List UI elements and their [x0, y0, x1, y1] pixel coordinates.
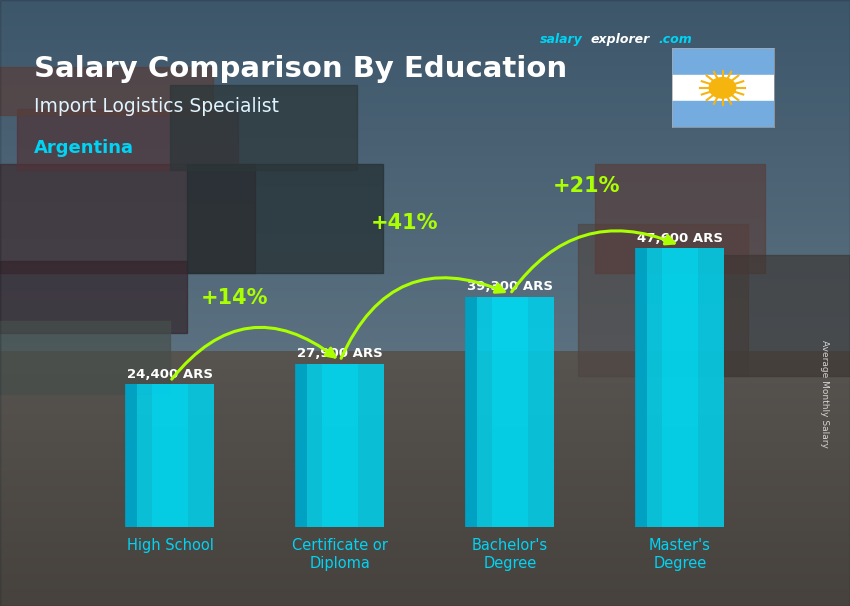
Bar — [0, 164, 255, 273]
Bar — [322, 364, 358, 527]
Text: Argentina: Argentina — [34, 139, 134, 158]
Bar — [662, 248, 698, 527]
Text: 47,600 ARS: 47,600 ARS — [637, 232, 723, 245]
Bar — [722, 255, 850, 376]
Bar — [466, 297, 554, 527]
Text: explorer: explorer — [591, 33, 650, 46]
Bar — [465, 297, 477, 527]
Text: .com: .com — [659, 33, 693, 46]
Bar — [595, 164, 765, 273]
Bar — [672, 101, 774, 127]
Bar — [672, 48, 774, 75]
Bar — [125, 384, 137, 527]
Text: +41%: +41% — [371, 213, 439, 233]
Text: Import Logistics Specialist: Import Logistics Specialist — [34, 97, 279, 116]
Bar — [635, 248, 647, 527]
Bar — [672, 75, 774, 101]
Bar — [187, 164, 382, 273]
Bar — [0, 67, 212, 115]
Bar — [170, 85, 357, 170]
Bar — [295, 364, 307, 527]
Text: +21%: +21% — [552, 176, 620, 196]
Bar — [492, 297, 528, 527]
Bar — [578, 224, 748, 376]
Text: Salary Comparison By Education: Salary Comparison By Education — [34, 55, 567, 82]
Bar — [152, 384, 188, 527]
Bar — [636, 248, 724, 527]
Circle shape — [709, 78, 736, 98]
Text: 24,400 ARS: 24,400 ARS — [127, 368, 213, 381]
Bar — [17, 109, 238, 170]
Text: +14%: +14% — [201, 288, 269, 308]
Text: 39,300 ARS: 39,300 ARS — [467, 281, 553, 293]
Bar — [0, 321, 170, 394]
Text: salary: salary — [540, 33, 582, 46]
Text: Average Monthly Salary: Average Monthly Salary — [819, 340, 829, 448]
Text: 27,900 ARS: 27,900 ARS — [298, 347, 382, 360]
Bar — [126, 384, 214, 527]
Bar — [296, 364, 384, 527]
Bar — [0, 261, 187, 333]
